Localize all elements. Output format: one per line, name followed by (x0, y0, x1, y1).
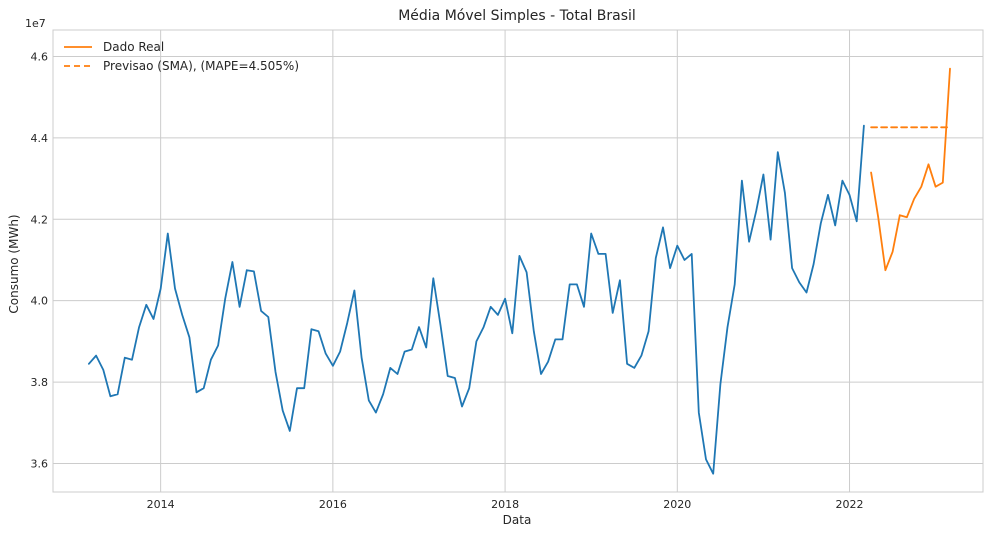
plot-frame (52, 29, 984, 493)
legend: Dado Real Previsao (SMA), (MAPE=4.505%) (64, 40, 299, 73)
y-tick-label: 4.4 (31, 132, 49, 145)
grid-lines (53, 30, 983, 492)
y-axis-label: Consumo (MWh) (7, 214, 21, 313)
plot-area (52, 29, 984, 493)
legend-label: Dado Real (103, 40, 164, 54)
x-axis-ticks: 2014 2016 2018 2020 2022 (147, 498, 864, 511)
chart-title: Média Móvel Simples - Total Brasil (398, 8, 636, 24)
plot-background (53, 30, 983, 492)
x-tick-label: 2020 (663, 498, 691, 511)
series-layer (88, 67, 951, 475)
x-tick-label: 2018 (491, 498, 519, 511)
x-axis-label: Data (503, 513, 532, 527)
series-line-1 (870, 67, 951, 272)
x-tick-label: 2022 (836, 498, 864, 511)
y-tick-label: 3.6 (31, 458, 49, 471)
y-tick-label: 4.0 (31, 295, 49, 308)
y-offset-label: 1e7 (25, 17, 46, 30)
series-line-0 (88, 124, 865, 475)
y-tick-label: 4.6 (31, 50, 49, 63)
x-tick-label: 2016 (319, 498, 347, 511)
y-axis-ticks: 3.6 3.8 4.0 4.2 4.4 4.6 (31, 50, 49, 470)
y-tick-label: 4.2 (31, 213, 49, 226)
x-tick-label: 2014 (147, 498, 175, 511)
y-tick-label: 3.8 (31, 376, 49, 389)
legend-label: Previsao (SMA), (MAPE=4.505%) (103, 59, 299, 73)
